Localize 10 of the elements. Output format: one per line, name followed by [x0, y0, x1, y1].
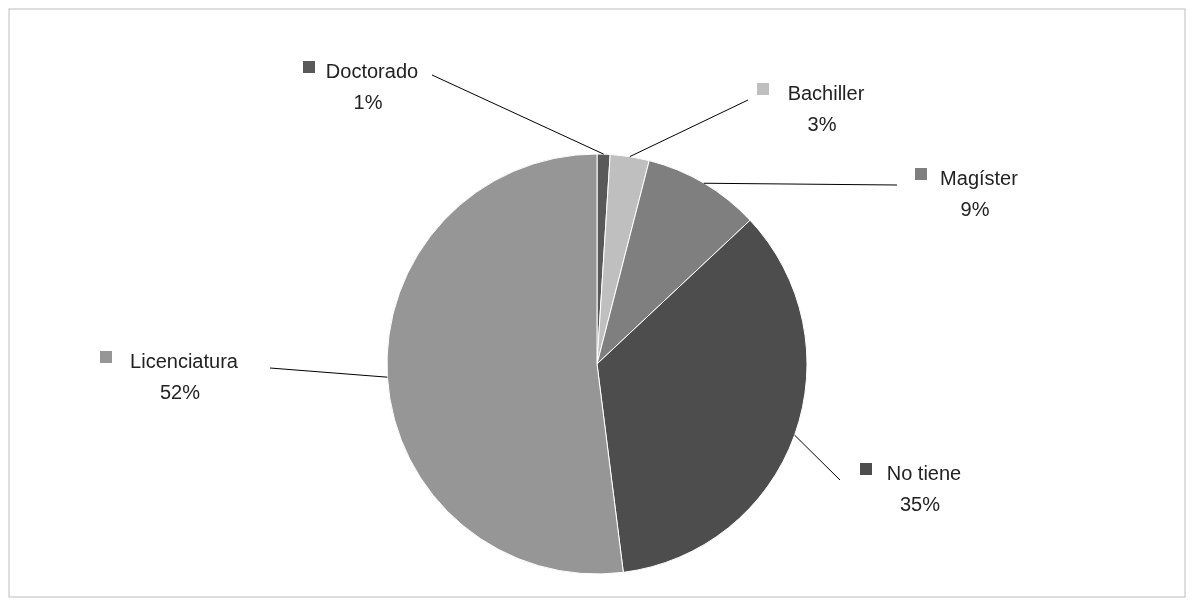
legend-label: Bachiller — [787, 82, 865, 104]
data-label: 3% — [807, 113, 837, 135]
data-label: 9% — [960, 198, 990, 220]
legend-label: Doctorado — [325, 60, 419, 82]
legend-label: Magíster — [940, 167, 1019, 189]
legend-label: No tiene — [886, 462, 962, 484]
legend-label: Licenciatura — [130, 350, 239, 372]
data-label: 1% — [353, 91, 383, 113]
data-label: 35% — [899, 493, 941, 515]
data-label: 52% — [159, 381, 201, 403]
